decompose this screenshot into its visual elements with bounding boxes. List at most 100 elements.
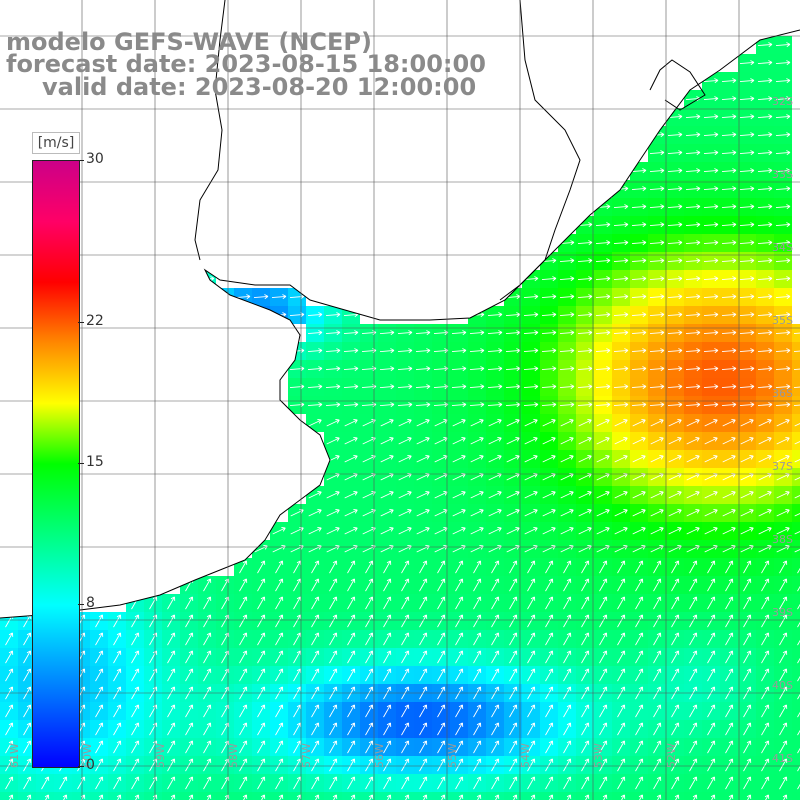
wind-arrow	[545, 596, 554, 610]
wind-arrow	[595, 348, 611, 354]
wind-arrow	[505, 348, 521, 354]
wind-arrow	[617, 578, 626, 592]
wind-arrow	[419, 614, 428, 628]
wind-arrow	[545, 776, 554, 790]
wind-arrow	[793, 332, 800, 335]
wind-arrow	[668, 527, 682, 535]
wind-arrow	[275, 614, 284, 628]
wind-arrow	[704, 437, 718, 445]
colorbar-tick-label: 22	[86, 312, 104, 329]
wind-arrow	[541, 366, 557, 372]
wind-arrow	[509, 740, 518, 754]
wind-arrow	[707, 560, 716, 574]
wind-arrow	[347, 776, 356, 790]
wind-arrow	[613, 312, 629, 318]
wind-arrow	[635, 614, 644, 628]
wind-arrow	[415, 366, 431, 372]
wind-arrow	[631, 366, 647, 372]
wind-arrow	[491, 758, 500, 772]
wind-cell	[738, 792, 756, 800]
wind-arrow	[668, 455, 682, 463]
wind-cell	[792, 648, 800, 666]
wind-cell	[36, 792, 54, 800]
wind-arrow	[275, 704, 284, 718]
wind-cell	[450, 792, 468, 800]
wind-arrow	[365, 776, 374, 790]
wind-arrow	[704, 455, 718, 463]
wind-arrow	[635, 578, 644, 592]
wind-arrow	[383, 776, 392, 790]
wind-arrow	[383, 560, 392, 574]
latitude-label: 33S	[772, 168, 793, 181]
wind-arrow	[293, 632, 302, 646]
wind-arrow	[761, 650, 770, 664]
wind-arrow	[437, 704, 446, 718]
wind-arrow	[293, 776, 302, 790]
wind-arrow	[707, 578, 716, 592]
wind-arrow	[326, 527, 340, 535]
wind-cell	[54, 792, 72, 800]
wind-arrow	[437, 740, 446, 754]
wind-arrow	[797, 639, 800, 646]
wind-arrow	[581, 722, 590, 736]
wind-arrow	[577, 258, 593, 264]
wind-arrow	[596, 509, 610, 517]
wind-arrow	[649, 240, 665, 246]
wind-arrow	[325, 330, 341, 336]
wind-arrow	[650, 419, 664, 427]
latitude-label: 39S	[772, 606, 793, 619]
wind-arrow	[473, 758, 482, 772]
wind-arrow	[721, 222, 737, 228]
wind-cell	[612, 792, 630, 800]
wind-arrow	[779, 740, 788, 754]
wind-arrow	[599, 758, 608, 772]
wind-arrow	[689, 668, 698, 682]
wind-arrow	[491, 578, 500, 592]
longitude-label: 56W	[373, 743, 386, 768]
wind-arrow	[95, 668, 104, 682]
wind-arrow	[523, 348, 539, 354]
wind-arrow	[631, 294, 647, 300]
wind-arrow	[757, 222, 773, 228]
wind-arrow	[739, 276, 755, 282]
wind-arrow	[473, 614, 482, 628]
wind-arrow	[239, 596, 248, 610]
colorbar-tick-label: 30	[86, 151, 104, 167]
wind-arrow	[203, 704, 212, 718]
wind-arrow	[455, 776, 464, 790]
wind-arrow	[275, 632, 284, 646]
wind-arrow	[325, 384, 341, 390]
wind-arrow	[635, 740, 644, 754]
wind-arrow	[631, 348, 647, 354]
wind-arrow	[307, 312, 323, 318]
wind-arrow	[491, 596, 500, 610]
wind-arrow	[509, 614, 518, 628]
colorbar-tick-mark	[78, 160, 84, 161]
wind-arrow	[293, 614, 302, 628]
wind-arrow	[239, 758, 248, 772]
wind-arrow	[685, 186, 701, 192]
wind-arrow	[617, 722, 626, 736]
wind-arrow	[793, 386, 800, 389]
wind-arrow	[739, 60, 755, 66]
wind-arrow	[725, 668, 734, 682]
wind-arrow	[797, 675, 800, 682]
wind-arrow	[307, 384, 323, 390]
wind-arrow	[329, 650, 338, 664]
wind-arrow	[689, 596, 698, 610]
wind-arrow	[671, 614, 680, 628]
wind-arrow	[95, 632, 104, 646]
colorbar-tick-mark	[78, 604, 84, 606]
wind-cell	[72, 792, 90, 800]
wind-arrow	[614, 455, 628, 463]
wind-arrow	[257, 614, 266, 628]
longitude-label: 58W	[227, 743, 240, 768]
wind-arrow	[653, 776, 662, 790]
wind-arrow	[257, 596, 266, 610]
wind-arrow	[506, 509, 520, 517]
wind-arrow	[545, 578, 554, 592]
wind-arrow	[703, 150, 719, 156]
wind-arrow	[703, 294, 719, 300]
wind-arrow	[757, 402, 773, 408]
wind-arrow	[704, 509, 718, 517]
